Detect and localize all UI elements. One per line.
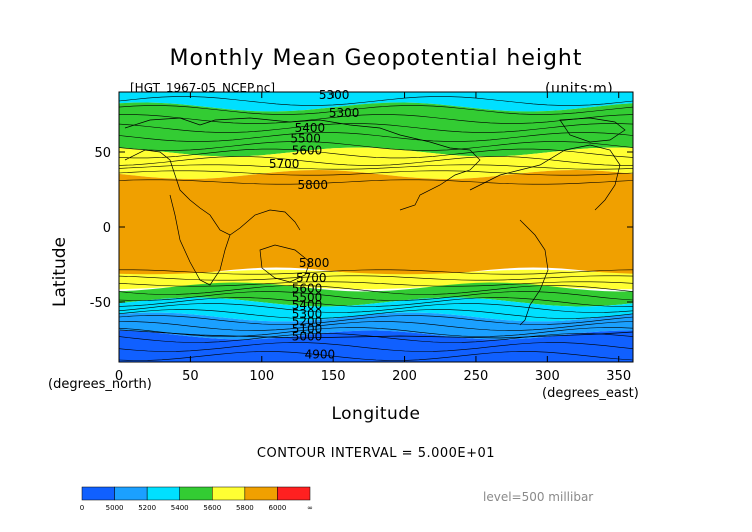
colorbar-label: 0: [80, 504, 84, 512]
contour-line: [119, 275, 633, 281]
band-8: [119, 330, 633, 362]
colorbar-swatch: [81, 486, 115, 501]
contour-label: 5100: [292, 322, 323, 336]
x-tick-label: 50: [182, 369, 199, 384]
colorbar-swatch: [179, 486, 213, 501]
x-tick-label: 250: [464, 369, 489, 384]
contour-label: 5700: [296, 271, 327, 285]
contour-label: 5300: [292, 307, 323, 321]
contour-line: [119, 114, 633, 124]
band-3: [119, 170, 633, 277]
x-axis-unit-right: (degrees_east): [542, 386, 639, 401]
chart-title: Monthly Mean Geopotential height: [169, 46, 583, 71]
contour-interval: CONTOUR INTERVAL = 5.000E+01: [256, 446, 496, 461]
colorbar-label: 6000: [269, 504, 287, 512]
contour-line: [119, 179, 633, 185]
contour-label: 5800: [297, 178, 328, 192]
colorbar-swatch: [244, 486, 278, 501]
contour-line: [119, 321, 633, 331]
colorbar-swatch: [277, 486, 311, 501]
contour-label: 5200: [292, 315, 323, 329]
contour-line: [119, 327, 633, 337]
band-6: [119, 297, 633, 322]
colorbar-swatch: [114, 486, 148, 501]
colorbar-label: 5200: [138, 504, 156, 512]
colorbar-swatch: [146, 486, 180, 501]
level-label: level=500 millibar: [483, 490, 594, 504]
colorbar-label: 5400: [171, 504, 189, 512]
contour-line: [119, 170, 633, 176]
x-tick-label: 350: [606, 369, 631, 384]
x-tick-label: 150: [321, 369, 346, 384]
contour-line: [119, 291, 633, 301]
contour-label: 5600: [292, 144, 323, 158]
contour-label: 5300: [329, 106, 360, 120]
contour-label: 5400: [292, 298, 323, 312]
contour-line: [119, 297, 633, 307]
contour-label: 4900: [305, 348, 336, 362]
x-axis-unit-left: (degrees_north): [48, 377, 152, 392]
contour-label: 5600: [292, 282, 323, 296]
contour-line: [119, 105, 633, 115]
contour-label: 5800: [299, 256, 330, 270]
contour-line: [119, 309, 633, 319]
contour-label: 5000: [292, 330, 323, 344]
contour-line: [119, 96, 633, 106]
contour-line: [119, 342, 633, 352]
contour-line: [119, 123, 633, 133]
contour-line: [119, 141, 633, 151]
y-tick-label: -50: [90, 296, 111, 311]
x-tick-label: 200: [392, 369, 417, 384]
band-7: [119, 312, 633, 340]
x-tick-label: 0: [115, 369, 123, 384]
contour-label: 5400: [295, 121, 326, 135]
contour-line: [119, 269, 633, 275]
contour-label: 5300: [319, 88, 350, 102]
contour-line: [119, 351, 633, 361]
contour-lines: [119, 96, 633, 361]
colorbar: 0 5000 5200 5400 5600 5800 6000 ∞: [80, 486, 313, 512]
contour-line: [119, 148, 633, 159]
x-tick-label: 100: [249, 369, 274, 384]
contour-line: [119, 315, 633, 325]
y-tick-label: 0: [103, 221, 111, 236]
colorbar-label: 5600: [203, 504, 221, 512]
x-tick-label: 300: [535, 369, 560, 384]
band-2: [119, 147, 633, 179]
axes: 0 50 100 150 200 250 300 350 50 0 -50: [90, 92, 633, 384]
coastlines: [119, 117, 633, 339]
colorbar-label: 5000: [106, 504, 124, 512]
band-0: [119, 92, 633, 112]
contour-line: [119, 132, 633, 142]
contour-line: [119, 285, 633, 295]
contour-label: 5700: [269, 157, 300, 171]
x-axis-label: Longitude: [331, 404, 421, 424]
colorbar-swatch: [212, 486, 246, 501]
y-tick-label: 50: [94, 146, 111, 161]
contour-line: [119, 303, 633, 313]
colorbar-label: ∞: [307, 504, 313, 512]
contour-label: 5500: [290, 132, 321, 146]
contour-label: 5500: [292, 291, 323, 305]
contour-line: [119, 156, 633, 166]
band-1: [119, 102, 633, 157]
colorbar-label: 5800: [236, 504, 254, 512]
contour-line: [119, 281, 633, 287]
contour-line: [119, 164, 633, 170]
